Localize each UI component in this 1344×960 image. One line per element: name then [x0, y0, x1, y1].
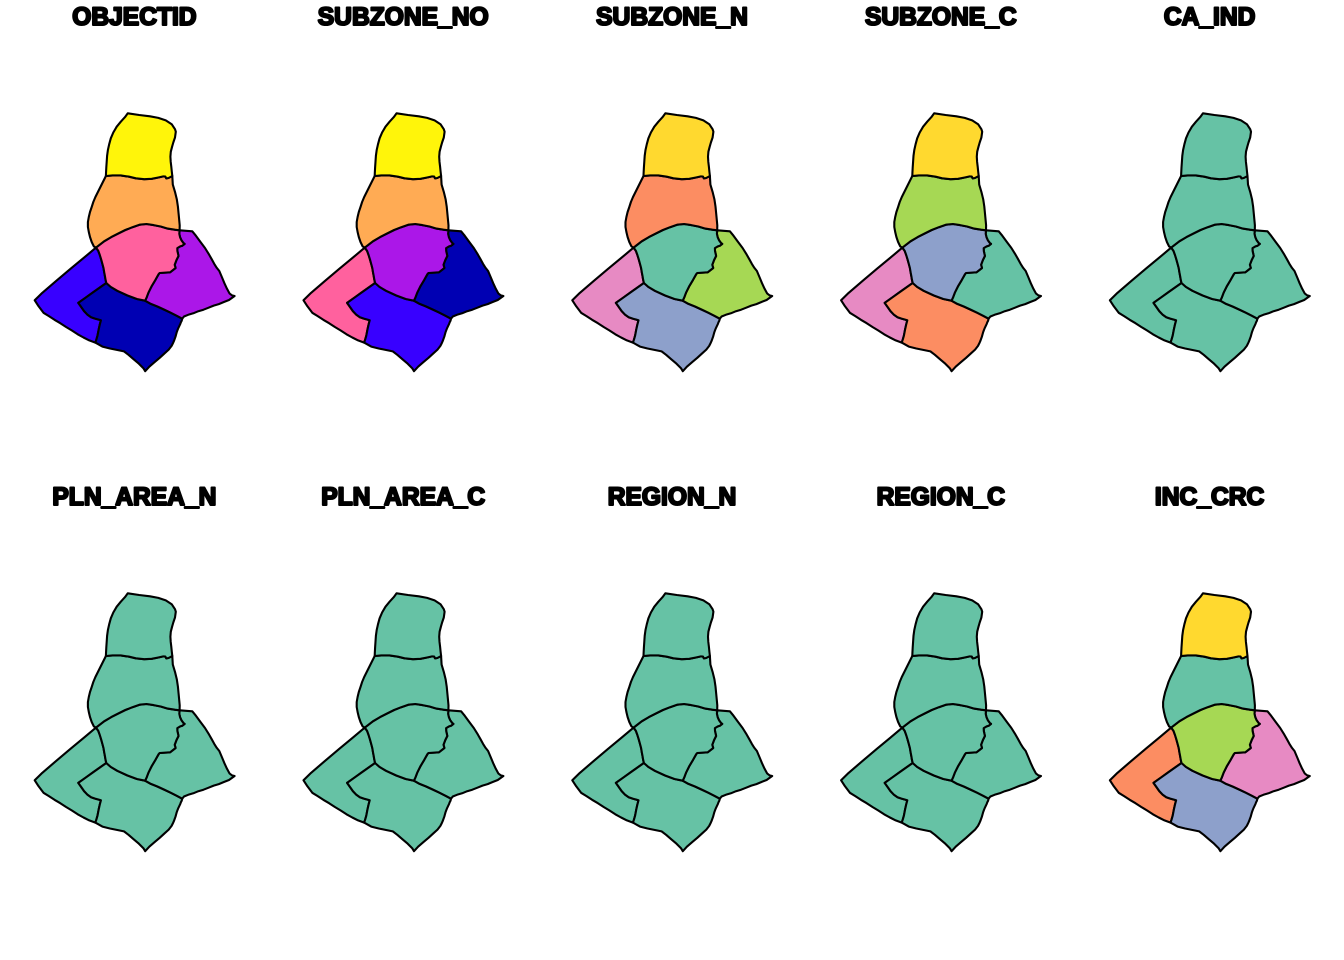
svg-text:CA_IND: CA_IND — [1164, 4, 1256, 31]
svg-text:OBJECTID: OBJECTID — [72, 4, 196, 31]
svg-text:SUBZONE_N: SUBZONE_N — [596, 4, 748, 31]
svg-text:SUBZONE_NO: SUBZONE_NO — [318, 4, 489, 31]
svg-text:PLN_AREA_N: PLN_AREA_N — [52, 484, 216, 511]
svg-text:SUBZONE_C: SUBZONE_C — [865, 4, 1017, 31]
svg-text:REGION_C: REGION_C — [877, 484, 1006, 511]
svg-text:PLN_AREA_C: PLN_AREA_C — [321, 484, 485, 511]
svg-text:REGION_N: REGION_N — [608, 484, 736, 511]
svg-text:INC_CRC: INC_CRC — [1155, 484, 1265, 511]
